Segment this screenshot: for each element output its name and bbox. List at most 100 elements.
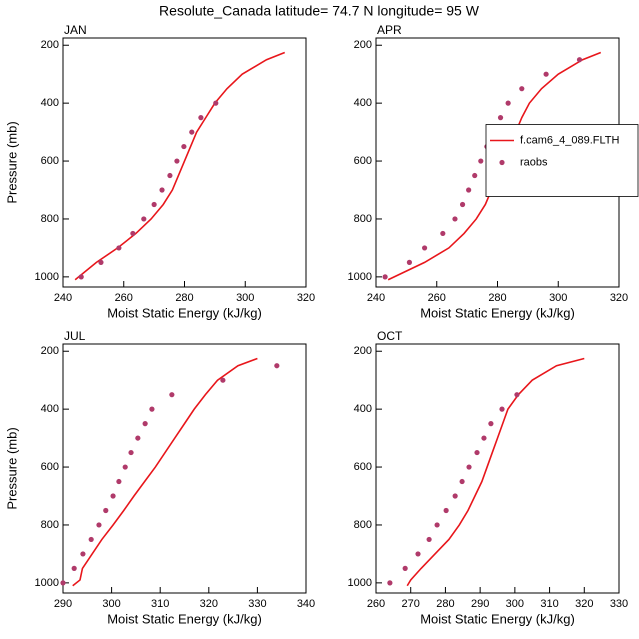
obs-marker <box>519 86 525 92</box>
obs-marker <box>459 201 466 208</box>
obs-marker <box>543 71 549 77</box>
obs-marker <box>440 230 446 237</box>
model-line <box>72 357 258 587</box>
y-tick-label: 600 <box>354 461 372 473</box>
x-tick-label: 240 <box>54 292 72 304</box>
panel-title: JUL <box>64 329 86 343</box>
obs-marker <box>149 406 155 412</box>
x-tick-label: 320 <box>200 598 218 610</box>
y-tick-label: 400 <box>41 97 59 109</box>
obs-marker <box>174 158 180 164</box>
x-tick-label: 320 <box>610 292 628 304</box>
x-axis-label: Moist Static Energy (kJ/kg) <box>107 611 262 626</box>
y-tick-label: 1000 <box>348 271 372 283</box>
y-tick-label: 800 <box>41 213 59 225</box>
obs-marker <box>474 449 480 456</box>
legend-label: f.cam6_4_089.FLTH <box>520 134 620 146</box>
obs-marker <box>60 580 66 586</box>
obs-marker <box>382 274 388 280</box>
obs-marker <box>167 172 173 179</box>
obs-marker <box>472 172 478 179</box>
x-axis-label: Moist Static Energy (kJ/kg) <box>107 305 262 320</box>
legend-label: raobs <box>520 156 548 168</box>
x-tick-label: 280 <box>436 598 454 610</box>
x-tick-label: 300 <box>102 598 120 610</box>
obs-marker <box>514 392 520 398</box>
x-tick-label: 260 <box>367 598 385 610</box>
legend-box <box>485 124 639 197</box>
obs-marker <box>198 115 204 121</box>
obs-marker <box>151 201 157 208</box>
y-tick-label: 800 <box>41 519 59 531</box>
y-axis-label: Pressure (mb) <box>4 121 19 203</box>
y-tick-label: 400 <box>354 97 372 109</box>
obs-marker <box>434 522 440 528</box>
x-tick-label: 270 <box>402 598 420 610</box>
y-tick-label: 600 <box>354 155 372 167</box>
obs-marker <box>181 143 187 150</box>
plot-frame <box>62 343 307 594</box>
figure-title: Resolute_Canada latitude= 74.7 N longitu… <box>159 3 480 19</box>
y-tick-label: 1000 <box>35 271 59 283</box>
model-line <box>74 51 286 281</box>
x-tick-label: 330 <box>248 598 266 610</box>
y-tick-label: 200 <box>41 39 59 51</box>
obs-marker <box>142 421 148 427</box>
y-tick-label: 800 <box>354 213 372 225</box>
x-tick-label: 310 <box>540 598 558 610</box>
legend-marker <box>499 159 505 166</box>
y-axis-label: Pressure (mb) <box>4 427 19 509</box>
x-tick-label: 330 <box>610 598 628 610</box>
x-tick-label: 310 <box>151 598 169 610</box>
y-tick-label: 400 <box>354 403 372 415</box>
obs-marker <box>505 100 511 106</box>
obs-marker <box>426 536 432 543</box>
obs-marker <box>116 478 122 485</box>
obs-marker <box>478 158 484 164</box>
y-tick-label: 200 <box>41 345 59 357</box>
x-tick-label: 320 <box>575 598 593 610</box>
obs-marker <box>116 245 122 251</box>
obs-marker <box>96 522 102 528</box>
obs-marker <box>443 507 449 514</box>
obs-marker <box>466 464 472 470</box>
panel-title: JAN <box>64 23 87 37</box>
obs-marker <box>78 274 84 280</box>
panel-title: APR <box>377 23 402 37</box>
obs-marker <box>406 259 413 265</box>
x-tick-label: 280 <box>175 292 193 304</box>
obs-marker <box>220 377 226 383</box>
x-tick-label: 340 <box>297 598 315 610</box>
obs-marker <box>88 536 94 543</box>
obs-marker <box>71 565 77 571</box>
x-tick-label: 260 <box>428 292 446 304</box>
obs-marker <box>481 435 487 441</box>
obs-marker <box>159 187 165 193</box>
y-tick-label: 1000 <box>35 577 59 589</box>
x-tick-label: 280 <box>488 292 506 304</box>
x-tick-label: 300 <box>549 292 567 304</box>
plot-frame <box>62 37 307 288</box>
obs-marker <box>110 493 116 499</box>
obs-marker <box>274 363 280 369</box>
x-tick-label: 260 <box>115 292 133 304</box>
obs-marker <box>497 115 504 121</box>
obs-marker <box>452 493 458 499</box>
x-axis-label: Moist Static Energy (kJ/kg) <box>420 611 575 626</box>
obs-marker <box>128 449 134 456</box>
y-tick-label: 800 <box>354 519 372 531</box>
y-tick-label: 600 <box>41 155 59 167</box>
obs-marker <box>488 421 494 427</box>
obs-marker <box>422 245 428 251</box>
x-tick-label: 320 <box>297 292 315 304</box>
plot-frame <box>375 343 620 594</box>
model-line <box>406 357 585 587</box>
obs-marker <box>141 216 147 222</box>
x-tick-label: 240 <box>367 292 385 304</box>
x-tick-label: 300 <box>236 292 254 304</box>
obs-marker <box>135 435 141 441</box>
obs-marker <box>452 216 458 222</box>
y-tick-label: 1000 <box>348 577 372 589</box>
x-axis-label: Moist Static Energy (kJ/kg) <box>420 305 575 320</box>
x-tick-label: 290 <box>54 598 72 610</box>
